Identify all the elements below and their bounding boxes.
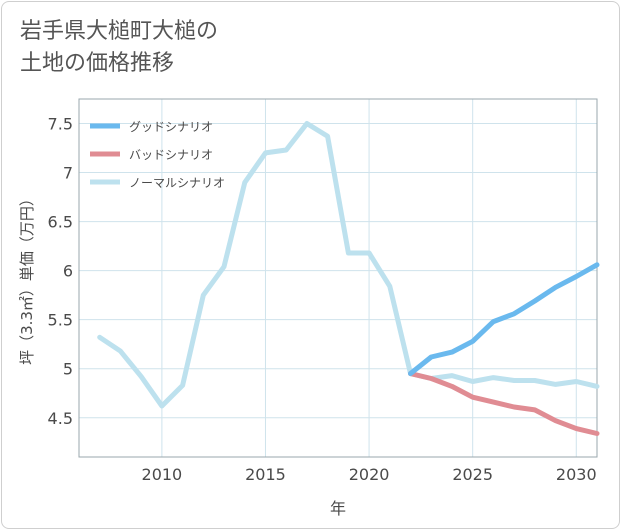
y-tick-label: 5 (63, 360, 73, 379)
y-axis-label: 坪（3.3㎡）単価（万円） (18, 191, 36, 365)
y-tick-label: 6.5 (48, 213, 73, 232)
series-line-3 (97, 121, 600, 409)
chart-title: 岩手県大槌町大槌の 土地の価格推移 (20, 16, 218, 80)
y-tick-label: 4.5 (48, 409, 73, 428)
y-tick-label: 7.5 (48, 115, 73, 134)
plot-area (79, 99, 597, 457)
legend-label: ノーマルシナリオ (129, 176, 225, 190)
chart-title-line-2: 土地の価格推移 (20, 51, 175, 76)
series-line-2 (408, 371, 600, 436)
legend-label: グッドシナリオ (129, 120, 213, 134)
plot-border (78, 98, 598, 458)
legend-label: バッドシナリオ (129, 148, 213, 162)
series-line-1 (408, 262, 600, 377)
y-tick-label: 6 (63, 262, 73, 281)
x-tick-label: 2025 (452, 465, 493, 484)
x-tick-label: 2010 (142, 465, 183, 484)
x-axis-label: 年 (330, 499, 346, 518)
x-tick-label: 2015 (245, 465, 286, 484)
y-tick-label: 7 (63, 164, 73, 183)
x-tick-label: 2030 (556, 465, 597, 484)
y-tick-label: 5.5 (48, 311, 73, 330)
x-tick-label: 2020 (349, 465, 390, 484)
chart-title-line-1: 岩手県大槌町大槌の (20, 19, 219, 44)
